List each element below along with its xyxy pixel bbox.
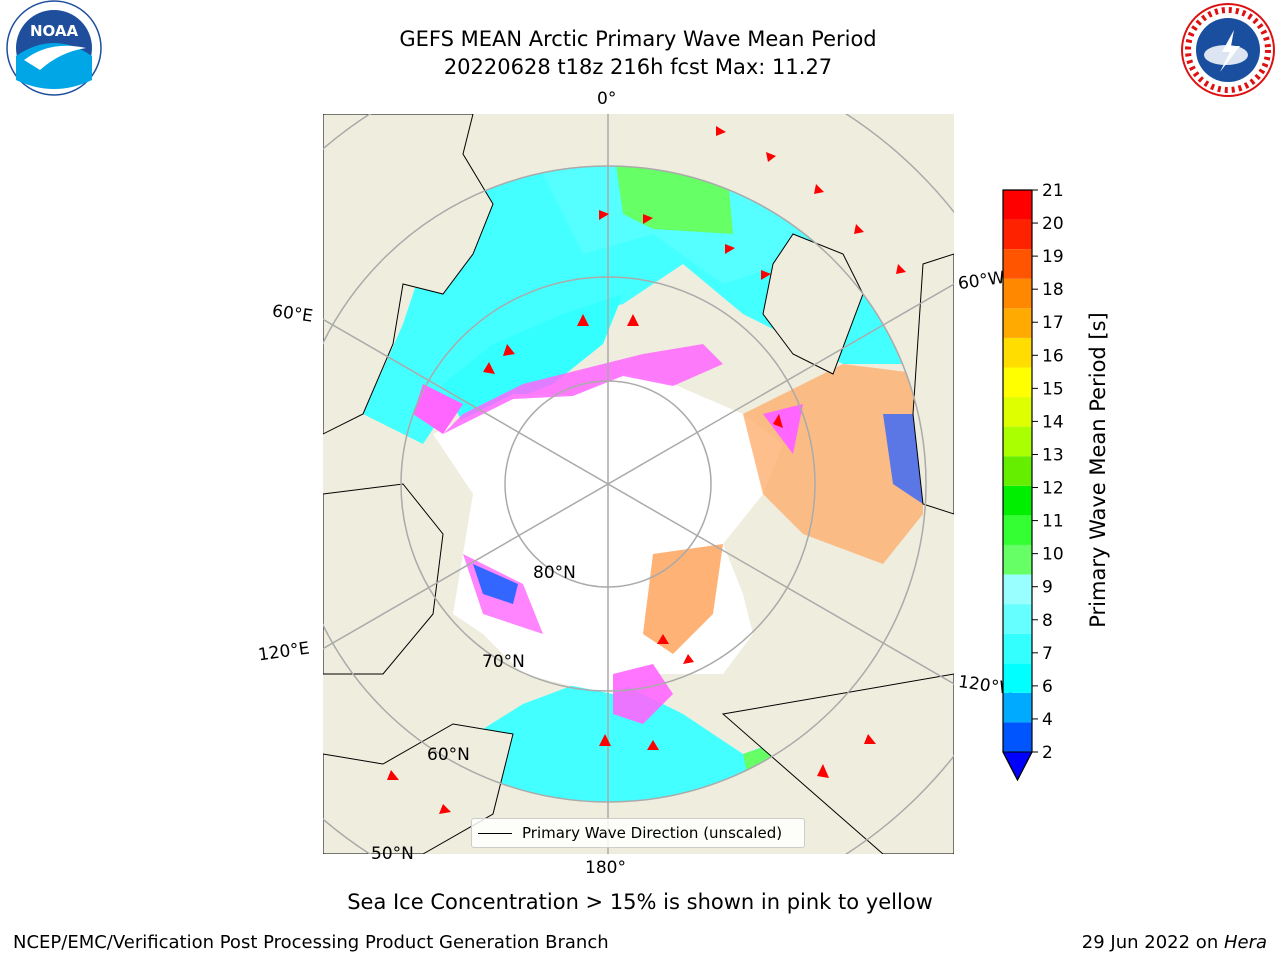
colorbar-ticks: 2 4 6 7 8 9 10 11 12 13 14 15 16 17 18 19 20 21 [1032, 181, 1064, 763]
colorbar-segment [1003, 692, 1032, 723]
lat-label-80: 80°N [533, 563, 576, 583]
colorbar-tick-label: 2 [1042, 743, 1053, 763]
colorbar-segment [1003, 722, 1032, 752]
noaa-logo: NOAA [6, 0, 102, 96]
colorbar-segment [1003, 397, 1032, 427]
colorbar-extend-triangle [1002, 751, 1033, 782]
colorbar-segment [1003, 456, 1032, 486]
kamchatka-land [323, 723, 514, 854]
siberia-land [323, 483, 444, 675]
colorbar-segment [1003, 574, 1032, 605]
sea-ice-edge-atlantic [443, 344, 723, 434]
footer-credit: NCEP/EMC/Verification Post Processing Pr… [13, 932, 609, 953]
colorbar-tick-label: 7 [1042, 644, 1053, 664]
map-legend: Primary Wave Direction (unscaled) [471, 818, 805, 848]
lon-label-60e: 60°E [270, 301, 315, 327]
colorbar-segment [1003, 278, 1032, 309]
colorbar-segment [1003, 633, 1032, 664]
colorbar-tick-label: 17 [1042, 313, 1064, 333]
colorbar-segment [1003, 426, 1032, 457]
colorbar-segment [1003, 515, 1032, 545]
noaa-logo-wordmark: NOAA [30, 22, 79, 40]
colorbar-blocks [1002, 189, 1033, 782]
polar-map [323, 114, 954, 854]
colorbar: 2 4 6 7 8 9 10 11 12 13 14 15 16 17 18 19 20 21 [1002, 181, 1064, 782]
colorbar-segment [1003, 190, 1032, 220]
footer-machine-name: Hera [1223, 932, 1267, 953]
colorbar-segment [1003, 337, 1032, 368]
colorbar-tick-label: 11 [1042, 512, 1064, 532]
lat-label-60: 60°N [427, 745, 470, 765]
colorbar-tick-label: 14 [1042, 412, 1064, 432]
nws-logo [1181, 3, 1275, 97]
canada-land [912, 253, 954, 515]
colorbar-segment [1003, 663, 1032, 693]
graticule [323, 114, 954, 854]
colorbar-tick-label: 4 [1042, 710, 1053, 730]
colorbar-tick-label: 18 [1042, 280, 1064, 300]
colorbar-segment [1003, 308, 1032, 338]
lon-label-0: 0° [597, 89, 617, 109]
footer-date: 29 Jun 2022 on Hera [1082, 932, 1267, 953]
colorbar-tick-label: 19 [1042, 247, 1064, 267]
colorbar-tick-label: 6 [1042, 677, 1053, 697]
legend-line-sample [478, 832, 512, 834]
colorbar-segment [1003, 544, 1032, 575]
colorbar-label: Primary Wave Mean Period [s] [1086, 312, 1110, 628]
legend-label: Primary Wave Direction (unscaled) [522, 824, 783, 842]
lon-label-120e: 120°E [256, 638, 311, 666]
footer-date-text: 29 Jun 2022 on [1081, 932, 1224, 953]
colorbar-tick-label: 20 [1042, 214, 1064, 234]
colorbar-segment [1003, 367, 1032, 398]
pacific-ocean [343, 674, 893, 802]
greenland-land [762, 233, 864, 375]
chart-subtitle: 20220628 t18z 216h fcst Max: 11.27 [443, 55, 833, 79]
colorbar-tick-label: 8 [1042, 611, 1053, 631]
colorbar-tick-label: 10 [1042, 545, 1064, 565]
scandinavia-land [323, 114, 494, 435]
colorbar-tick-label: 9 [1042, 578, 1053, 598]
colorbar-tick-label: 15 [1042, 379, 1064, 399]
wave-direction-arrows [387, 126, 906, 814]
colorbar-segment [1003, 485, 1032, 516]
colorbar-tick-label: 13 [1042, 445, 1064, 465]
colorbar-segment [1003, 249, 1032, 279]
lat-label-70: 70°N [482, 652, 525, 672]
chart-title: GEFS MEAN Arctic Primary Wave Mean Perio… [399, 27, 877, 51]
colorbar-segment [1003, 219, 1032, 250]
colorbar-tick-label: 21 [1042, 181, 1064, 201]
alaska-land [721, 673, 954, 854]
green-swell-area [613, 166, 733, 234]
colorbar-tick-label: 12 [1042, 479, 1064, 499]
sea-ice-footnote: Sea Ice Concentration > 15% is shown in … [347, 890, 933, 914]
lat-label-50: 50°N [371, 844, 414, 864]
colorbar-outline [1002, 189, 1033, 782]
colorbar-tick-label: 16 [1042, 346, 1064, 366]
colorbar-segment [1003, 604, 1032, 634]
lon-label-180: 180° [585, 858, 626, 878]
